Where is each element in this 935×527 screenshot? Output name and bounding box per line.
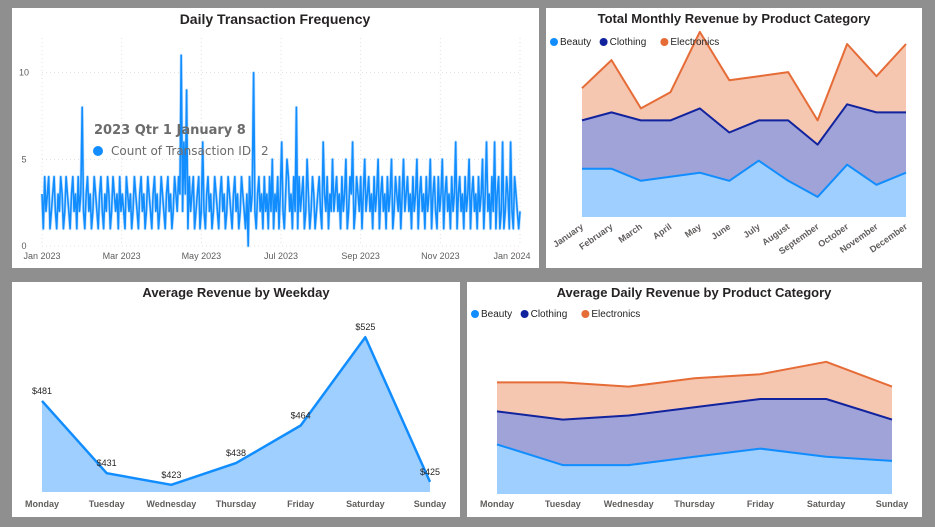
- x-tick-label: July: [741, 221, 761, 240]
- tooltip-label: Count of Transaction ID: [111, 144, 251, 158]
- x-tick-label: Wednesday: [604, 499, 654, 509]
- y-tick-label: 10: [19, 68, 29, 78]
- data-label: $438: [226, 448, 246, 458]
- clothing-line: [496, 398, 893, 421]
- series-line: [41, 54, 521, 247]
- beauty-legend-marker: [471, 310, 479, 318]
- y-tick-label: 0: [21, 241, 26, 251]
- monthly-revenue-panel: Total Monthly Revenue by Product Categor…: [546, 8, 922, 268]
- chart-title: Daily Transaction Frequency: [180, 11, 371, 27]
- x-tick-label: Saturday: [346, 499, 385, 509]
- data-label: $481: [32, 386, 52, 396]
- clothing-line: [581, 103, 906, 146]
- x-tick-label: Tuesday: [89, 499, 125, 509]
- y-tick-label: 5: [21, 154, 26, 164]
- weekday-revenue-chart: Average Revenue by Weekday $481 $431 $423 $4…: [25, 285, 447, 509]
- chart-title: Average Revenue by Weekday: [142, 285, 330, 300]
- data-label: $464: [291, 410, 311, 420]
- data-label: $431: [97, 458, 117, 468]
- x-tick-label: Thursday: [216, 499, 257, 509]
- clothing-legend-marker: [599, 38, 608, 46]
- x-tick-label: Friday: [287, 499, 314, 509]
- x-tick-label: June: [709, 221, 732, 241]
- beauty-area: [497, 444, 892, 494]
- daily-category-revenue-chart: Average Daily Revenue by Product Categor…: [471, 285, 909, 509]
- monthly-revenue-chart: Total Monthly Revenue by Product Categor…: [550, 11, 910, 256]
- chart-title: Total Monthly Revenue by Product Categor…: [598, 11, 872, 26]
- x-tick-label: Wednesday: [146, 499, 196, 509]
- beauty-legend-label: Beauty: [481, 309, 512, 320]
- electronics-legend-marker: [581, 310, 590, 318]
- beauty-line: [582, 159, 907, 198]
- x-tick-label: Monday: [25, 499, 59, 509]
- x-tick-label: Jan 2024: [493, 251, 530, 261]
- electronics-legend-marker: [660, 38, 669, 46]
- electronics-legend-label: Electronics: [591, 309, 640, 320]
- x-tick-label: February: [577, 221, 614, 251]
- beauty-line: [496, 443, 893, 467]
- x-tick-label: Monday: [480, 499, 514, 509]
- x-tick-label: Sunday: [876, 499, 909, 509]
- beauty-area: [582, 160, 906, 217]
- x-tick-label: Sunday: [414, 499, 447, 509]
- revenue-line: [41, 335, 432, 487]
- x-tick-label: Friday: [747, 499, 774, 509]
- x-tick-label: Sep 2023: [341, 251, 380, 261]
- daily-transaction-chart: Daily Transaction Frequency 0 5 10 Jan 2023 M…: [19, 11, 531, 261]
- chart-title: Average Daily Revenue by Product Categor…: [557, 285, 833, 300]
- clothing-legend-label: Clothing: [610, 37, 647, 48]
- x-tick-label: Tuesday: [545, 499, 581, 509]
- x-tick-label: May: [683, 221, 703, 239]
- electronics-legend-label: Electronics: [670, 37, 719, 48]
- data-label: $425: [420, 467, 440, 477]
- x-tick-label: Jan 2023: [23, 251, 60, 261]
- clothing-legend-marker: [520, 310, 529, 318]
- x-tick-label: Nov 2023: [421, 251, 460, 261]
- tooltip-value: 2: [261, 144, 269, 158]
- daily-category-revenue-panel: Average Daily Revenue by Product Categor…: [467, 282, 922, 517]
- x-tick-label: March: [617, 221, 644, 244]
- revenue-area: [42, 337, 430, 492]
- x-tick-label: Jul 2023: [264, 251, 298, 261]
- x-tick-label: Saturday: [807, 499, 846, 509]
- beauty-legend-label: Beauty: [560, 37, 591, 48]
- tooltip-header: 2023 Qtr 1 January 8: [94, 123, 246, 138]
- daily-transaction-panel: Daily Transaction Frequency 0 5 10 Jan 2023 M…: [12, 8, 539, 268]
- x-tick-label: Mar 2023: [103, 251, 141, 261]
- beauty-legend-marker: [550, 38, 558, 46]
- clothing-legend-label: Clothing: [531, 309, 568, 320]
- tooltip-marker: [93, 146, 103, 156]
- x-tick-label: Thursday: [674, 499, 715, 509]
- data-label: $525: [355, 322, 375, 332]
- x-tick-label: May 2023: [182, 251, 222, 261]
- data-label: $423: [161, 470, 181, 480]
- x-tick-label: April: [651, 221, 674, 241]
- electronics-line: [497, 360, 893, 388]
- electronics-line: [581, 30, 907, 122]
- weekday-revenue-panel: Average Revenue by Weekday $481 $431 $423 $4…: [12, 282, 460, 517]
